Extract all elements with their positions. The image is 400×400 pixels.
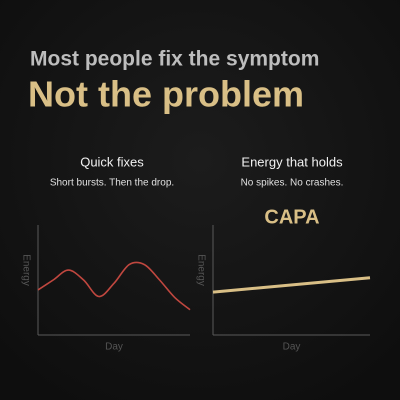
headline: Not the problem: [28, 74, 304, 115]
chart-subtitle: No spikes. No crashes.: [241, 178, 344, 189]
y-axis-label: Energy: [195, 254, 206, 286]
chart-subtitle: Short bursts. Then the drop.: [50, 178, 174, 189]
data-line: [212, 276, 371, 294]
data-line: [37, 261, 191, 311]
x-axis-label: Day: [283, 342, 301, 353]
chart-title: Quick fixes: [80, 154, 144, 169]
x-axis-label: Day: [105, 342, 123, 353]
y-axis-label: Energy: [20, 254, 31, 286]
brand-label: CAPA: [264, 206, 319, 228]
chart-title: Energy that holds: [241, 154, 343, 169]
subtitle: Most people fix the symptom: [30, 48, 319, 71]
